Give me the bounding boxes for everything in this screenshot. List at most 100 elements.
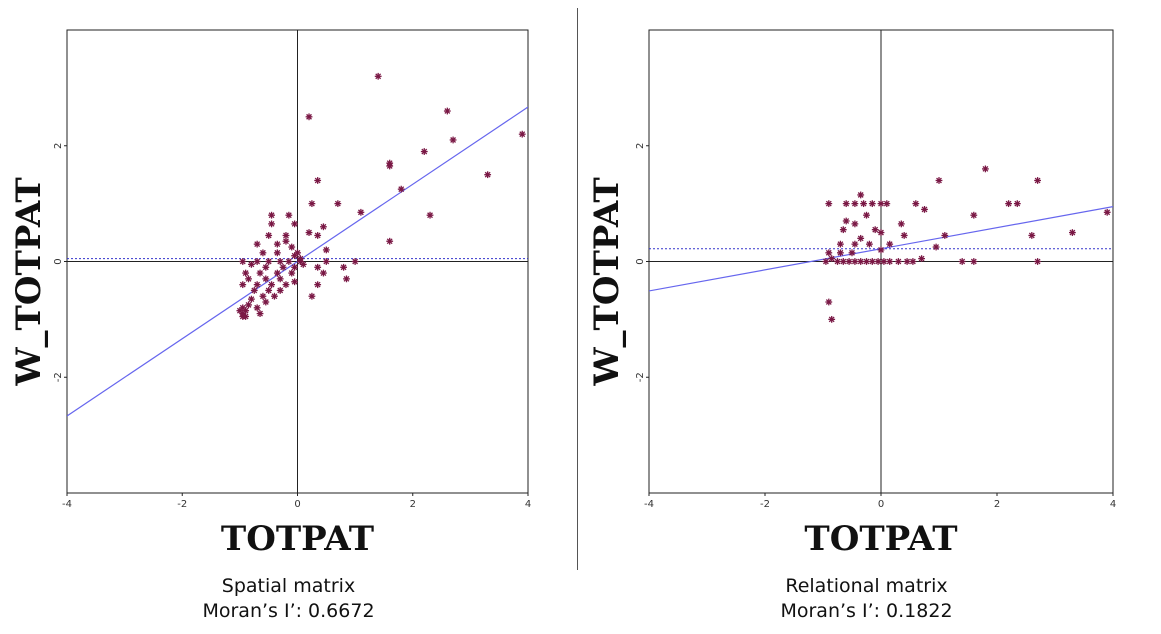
data-point bbox=[386, 162, 394, 170]
data-point bbox=[256, 269, 264, 277]
data-point bbox=[897, 220, 905, 228]
data-point bbox=[239, 258, 247, 265]
data-point bbox=[484, 171, 492, 179]
x-axis-title: TOTPAT bbox=[221, 519, 374, 559]
data-point bbox=[242, 269, 250, 277]
data-point bbox=[863, 211, 870, 219]
data-point bbox=[921, 206, 928, 213]
data-point bbox=[282, 232, 290, 239]
data-point bbox=[253, 240, 261, 248]
data-point bbox=[825, 249, 833, 257]
data-point bbox=[343, 275, 350, 283]
data-point bbox=[842, 217, 850, 225]
data-point bbox=[420, 148, 428, 155]
data-point bbox=[279, 263, 287, 271]
data-point bbox=[851, 200, 859, 208]
data-point bbox=[970, 211, 978, 219]
spatial-matrix-caption: Spatial matrix Moran’s I’: 0.6672 bbox=[0, 574, 577, 624]
data-point bbox=[262, 275, 270, 283]
data-point bbox=[282, 281, 290, 289]
data-point bbox=[285, 211, 293, 219]
data-point bbox=[262, 298, 270, 306]
relational-matrix-moran-value: Moran’s I’: 0.1822 bbox=[780, 600, 953, 622]
data-point bbox=[836, 240, 844, 248]
data-point bbox=[880, 258, 888, 265]
data-point bbox=[265, 232, 273, 239]
data-point bbox=[877, 200, 885, 208]
data-point bbox=[282, 237, 290, 245]
data-point bbox=[268, 211, 275, 219]
data-point bbox=[288, 269, 296, 277]
data-point bbox=[276, 275, 284, 283]
y-tick-label: 2 bbox=[635, 143, 646, 149]
data-point bbox=[970, 258, 978, 265]
data-point bbox=[1034, 258, 1042, 265]
data-point bbox=[320, 269, 327, 277]
data-point bbox=[271, 292, 278, 300]
data-point bbox=[262, 263, 270, 271]
data-point bbox=[276, 258, 284, 265]
data-point bbox=[308, 292, 316, 300]
data-point bbox=[903, 258, 911, 265]
data-point bbox=[883, 200, 891, 208]
y-tick-label: 0 bbox=[53, 258, 64, 264]
data-point bbox=[340, 263, 348, 271]
data-point bbox=[308, 200, 316, 208]
data-point bbox=[886, 258, 894, 265]
data-point bbox=[426, 211, 434, 219]
data-point bbox=[265, 287, 273, 294]
data-point bbox=[322, 258, 330, 265]
y-tick-label: 2 bbox=[53, 143, 64, 149]
data-point bbox=[828, 315, 836, 323]
data-point bbox=[273, 249, 281, 257]
data-point bbox=[900, 232, 908, 239]
x-tick-label: -2 bbox=[177, 499, 187, 510]
data-point bbox=[848, 249, 856, 257]
data-point bbox=[941, 232, 949, 239]
data-point bbox=[285, 258, 293, 265]
data-point bbox=[305, 229, 313, 236]
data-point bbox=[909, 258, 917, 265]
data-point bbox=[305, 113, 313, 121]
data-point bbox=[886, 240, 894, 248]
data-point bbox=[851, 220, 859, 228]
data-point bbox=[845, 258, 853, 265]
data-point bbox=[839, 226, 847, 234]
relational-matrix-title: Relational matrix bbox=[785, 575, 948, 597]
data-point bbox=[1034, 177, 1042, 184]
data-point bbox=[828, 255, 836, 263]
data-point bbox=[245, 275, 252, 283]
data-point bbox=[273, 269, 281, 277]
data-point bbox=[918, 255, 926, 263]
data-point bbox=[1013, 200, 1021, 208]
data-point bbox=[322, 246, 330, 254]
data-point bbox=[253, 258, 261, 265]
data-point bbox=[958, 258, 966, 265]
data-point bbox=[981, 165, 989, 173]
data-point bbox=[825, 200, 833, 208]
data-point bbox=[291, 263, 299, 271]
data-point bbox=[259, 249, 267, 257]
data-point bbox=[822, 258, 830, 265]
data-point bbox=[851, 258, 859, 265]
relational-matrix-caption: Relational matrix Moran’s I’: 0.1822 bbox=[578, 574, 1155, 624]
data-point bbox=[868, 200, 876, 208]
data-point bbox=[836, 249, 844, 257]
data-point bbox=[247, 295, 255, 303]
data-point bbox=[374, 72, 382, 80]
data-point bbox=[1005, 200, 1013, 208]
x-tick-label: 2 bbox=[410, 499, 416, 510]
data-point bbox=[397, 185, 405, 193]
data-point bbox=[834, 258, 841, 265]
data-point bbox=[874, 258, 882, 265]
data-point bbox=[288, 243, 296, 251]
data-point bbox=[1028, 232, 1036, 239]
data-point bbox=[443, 107, 451, 115]
data-point bbox=[857, 191, 865, 199]
data-point bbox=[245, 301, 252, 309]
relational-matrix-plot: -4 -2 0 2 4 2 0 -2 TOTPAT W_TOTPAT bbox=[587, 29, 1116, 559]
data-point bbox=[334, 200, 342, 208]
data-point bbox=[268, 220, 275, 228]
data-point bbox=[247, 260, 255, 268]
data-point bbox=[860, 200, 868, 208]
